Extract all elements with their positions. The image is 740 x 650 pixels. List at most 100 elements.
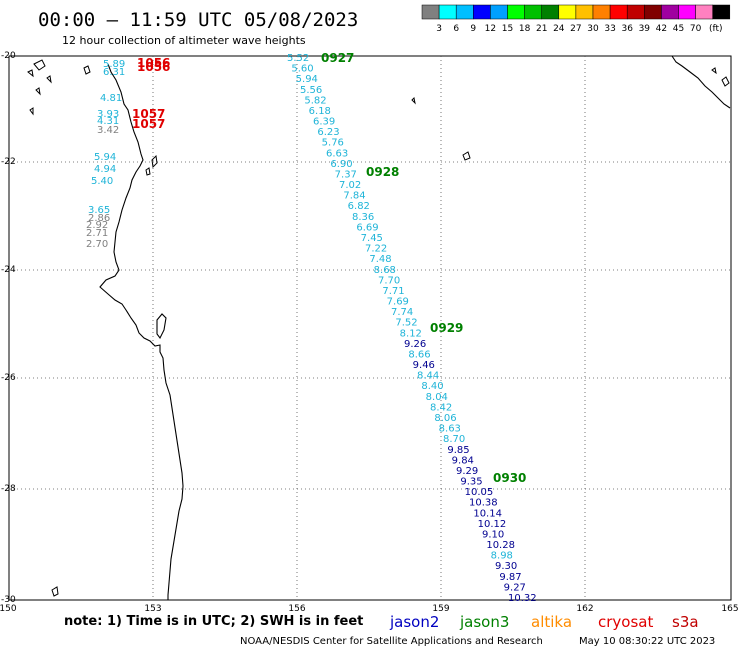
lat-lon-grid: [9, 56, 731, 600]
wave-height-value: 8.12: [400, 328, 422, 339]
wave-height-value: 7.74: [391, 307, 413, 318]
satellite-name: s3a: [672, 613, 699, 631]
pass-time-label: 1057: [132, 117, 165, 131]
latitude-label: -24: [1, 265, 16, 275]
wave-height-value: 6.90: [330, 159, 352, 170]
pass-time-label: 0929: [430, 321, 463, 335]
legend-label: 27: [570, 24, 581, 34]
reef-islet-1: [27, 59, 46, 78]
longitude-labels: 150 153 156 159 162 165: [0, 604, 739, 614]
wave-height-value: 2.71: [86, 228, 108, 239]
wave-height-value: 5.56: [300, 85, 322, 96]
wave-height-value: 7.37: [335, 169, 357, 180]
wave-height-value: 7.02: [339, 180, 361, 191]
map-title: 00:00 – 11:59 UTC 05/08/2023: [38, 9, 358, 31]
legend-label: 33: [604, 24, 615, 34]
reef-islet-3: [83, 65, 471, 161]
legend-label: 6: [453, 24, 459, 34]
latitude-label: -22: [1, 157, 16, 167]
legend-swatch: [541, 4, 560, 20]
legend-label: 9: [470, 24, 476, 34]
lord-howe-island: [51, 586, 59, 597]
wave-height-value: 6.69: [356, 222, 378, 233]
legend-label: 18: [519, 24, 531, 34]
pass-time-label: 0930: [493, 471, 526, 485]
wave-height-value: 8.68: [374, 265, 396, 276]
wave-height-value: 7.70: [378, 275, 400, 286]
wave-height-value: 2.86: [88, 213, 110, 224]
wave-height-value: 6.31: [103, 67, 125, 78]
pass-time-label: 1056: [137, 56, 170, 70]
wave-height-value: 5.40: [91, 176, 113, 187]
wave-height-value: 7.52: [395, 318, 417, 329]
legend-swatch: [438, 4, 457, 20]
wave-height-value: 3.65: [88, 205, 110, 216]
wave-height-value: 5.52: [287, 53, 309, 64]
legend-swatch: [695, 4, 713, 20]
wave-height-value: 10.14: [473, 508, 502, 519]
wave-height-value: 4.94: [94, 164, 116, 175]
legend-swatch: [626, 4, 645, 20]
latitude-label: -26: [1, 373, 16, 383]
wave-height-value: 6.39: [313, 117, 335, 128]
wave-height-value: 5.89: [103, 59, 125, 70]
wave-height-value: 7.84: [343, 191, 365, 202]
legend-label: 15: [502, 24, 513, 34]
wave-height-value: 7.45: [361, 233, 383, 244]
legend-label: 70: [690, 24, 702, 34]
legend-unit: (ft): [709, 24, 723, 34]
legend-label: 42: [656, 24, 667, 34]
fraser-island: [156, 313, 167, 340]
legend-swatch: [421, 4, 440, 20]
longitude-label: 156: [288, 604, 305, 614]
wave-height-value: 8.70: [443, 434, 465, 445]
wave-height-value: 8.40: [421, 381, 443, 392]
map-frame: [8, 55, 732, 601]
wave-height-value: 10.28: [486, 540, 515, 551]
wave-height-value: 7.69: [387, 297, 409, 308]
new-caledonia-coast: [671, 55, 731, 109]
latitude-label: -28: [1, 484, 16, 494]
legend-swatch: [592, 4, 611, 20]
legend-swatch: [473, 4, 491, 20]
latitude-labels: -20 -22 -24 -26 -28 -30: [1, 51, 16, 605]
wave-height-value: 9.10: [482, 529, 504, 540]
wave-height-value: 10.12: [478, 519, 507, 530]
wave-height-value: 4.31: [97, 116, 119, 127]
wave-height-value: 7.22: [365, 244, 387, 255]
wave-height-value: 9.84: [452, 455, 474, 466]
wave-height-value: 9.87: [499, 572, 521, 583]
satellite-legend: jason2 jason3 altika cryosat s3a: [389, 613, 699, 631]
wave-height-value: 9.29: [456, 466, 478, 477]
wave-height-value: 8.63: [439, 424, 461, 435]
wave-height-value: 5.94: [94, 152, 116, 163]
color-legend: [421, 4, 731, 20]
longitude-label: 162: [576, 604, 593, 614]
wave-height-value: 2.92: [86, 220, 108, 231]
wave-height-value: 10.32: [508, 593, 537, 604]
footer-credit: NOAA/NESDIS Center for Satellite Applica…: [240, 636, 543, 647]
wave-height-value: 9.30: [495, 561, 517, 572]
wave-height-value: 9.85: [447, 445, 469, 456]
footer-timestamp: May 10 08:30:22 UTC 2023: [579, 636, 715, 647]
altimeter-track-east: 5.525.605.945.565.826.186.396.235.766.63…: [287, 51, 537, 604]
altimeter-track-west: 5.896.31 4.81 3.934.313.42 5.944.945.40 3.65…: [86, 56, 170, 250]
wave-height-value: 10.38: [469, 498, 498, 509]
legend-label: 45: [673, 24, 684, 34]
wave-height-value: 6.82: [348, 201, 370, 212]
satellite-name: jason3: [459, 613, 509, 631]
pass-time-label: 1057: [132, 107, 165, 121]
legend-label: 30: [587, 24, 599, 34]
legend-swatch: [558, 4, 577, 20]
wave-height-value: 8.66: [408, 349, 430, 360]
wave-height-value: 8.04: [426, 392, 448, 403]
wave-height-value: 2.70: [86, 239, 108, 250]
wave-height-value: 6.23: [317, 127, 339, 138]
reef-islet-2: [29, 75, 52, 116]
footer-note: note: 1) Time is in UTC; 2) SWH is in fe…: [64, 614, 363, 629]
legend-label: 24: [553, 24, 565, 34]
legend-label: 12: [485, 24, 496, 34]
wave-height-value: 5.60: [291, 64, 313, 75]
